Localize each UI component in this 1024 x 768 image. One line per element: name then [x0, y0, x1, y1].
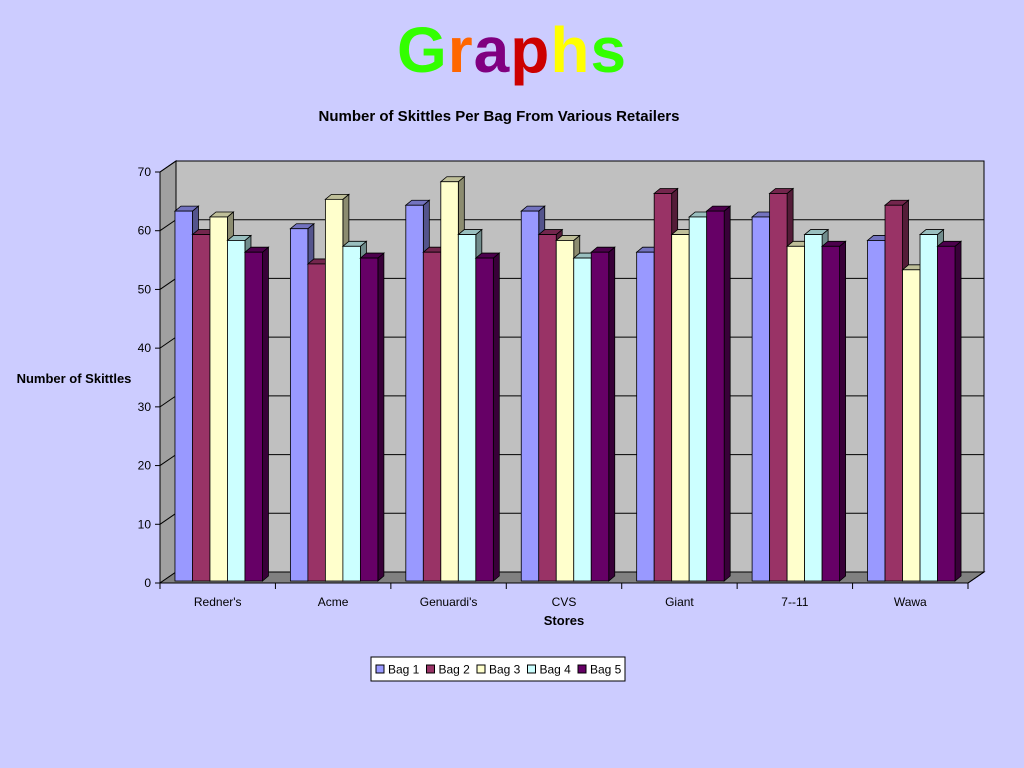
legend-label: Bag 5 — [590, 663, 622, 677]
bar — [902, 269, 921, 582]
bar — [192, 234, 211, 582]
bar — [937, 245, 956, 582]
legend-label: Bag 4 — [540, 663, 572, 677]
bar — [475, 257, 494, 582]
bar — [324, 198, 344, 582]
legend-swatch — [426, 664, 435, 674]
x-tick-label: Redner's — [194, 595, 242, 609]
legend-label: Bag 2 — [439, 663, 471, 677]
bar — [821, 245, 841, 582]
x-axis-title: Stores — [544, 613, 584, 628]
title-letter: r — [447, 14, 474, 86]
bar — [289, 228, 309, 582]
title-letter: a — [473, 14, 511, 86]
chart-side-wall — [159, 160, 177, 584]
bar — [440, 181, 459, 582]
x-tick-label: Giant — [665, 595, 694, 609]
bar — [209, 216, 228, 582]
bar — [307, 263, 326, 582]
bar — [804, 234, 823, 582]
bar-side — [839, 240, 847, 582]
bar — [706, 210, 725, 582]
slide-title: Graphs — [0, 12, 1024, 88]
bar — [555, 240, 575, 582]
y-tick-label: 0 — [144, 576, 151, 590]
title-letter: h — [550, 14, 591, 86]
gridline — [159, 160, 984, 173]
bar — [174, 210, 193, 582]
title-letter: p — [510, 14, 551, 86]
y-tick-label: 70 — [138, 165, 152, 179]
bar — [457, 234, 477, 582]
y-tick-label: 30 — [138, 400, 152, 414]
y-tick-label: 60 — [138, 224, 152, 238]
bar — [405, 204, 424, 582]
bar — [342, 245, 361, 582]
bar — [671, 234, 690, 582]
bar — [688, 216, 708, 582]
bar — [359, 257, 379, 582]
floor-edge — [967, 571, 985, 584]
bar — [867, 240, 886, 582]
x-tick-label: Wawa — [894, 595, 927, 609]
x-tick-label: Acme — [318, 595, 349, 609]
legend-swatch — [375, 664, 385, 674]
bar-side — [377, 252, 385, 582]
bar — [653, 193, 673, 582]
bar — [573, 257, 592, 582]
bar — [751, 216, 771, 582]
bar — [884, 204, 903, 582]
y-tick-label: 10 — [138, 517, 152, 531]
bar-side — [723, 205, 731, 582]
bar — [538, 234, 557, 582]
bar — [786, 245, 806, 582]
bar — [244, 251, 263, 582]
title-letter: s — [590, 14, 628, 86]
bar-side — [954, 240, 962, 582]
bar-side — [608, 246, 616, 582]
y-tick-label: 20 — [138, 459, 152, 473]
legend-swatch — [577, 664, 587, 674]
x-tick-label: Genuardi's — [420, 595, 478, 609]
legend-swatch — [527, 664, 536, 674]
legend-swatch — [476, 664, 486, 674]
bar — [422, 251, 442, 582]
legend-label: Bag 1 — [388, 663, 420, 677]
y-tick-label: 50 — [138, 282, 152, 296]
bar — [520, 210, 540, 582]
title-letter: G — [396, 14, 448, 86]
bar — [636, 251, 655, 582]
legend-label: Bag 3 — [489, 663, 521, 677]
y-tick-label: 40 — [138, 341, 152, 355]
bar — [919, 234, 938, 582]
x-tick-label: CVS — [552, 595, 577, 609]
bar-side — [492, 252, 500, 582]
chart-title: Number of Skittles Per Bag From Various … — [319, 108, 680, 125]
y-axis-title: Number of Skittles — [17, 371, 132, 386]
x-tick-label: 7--11 — [781, 595, 808, 609]
bar — [590, 251, 610, 582]
bar — [769, 193, 788, 582]
bar — [227, 240, 246, 582]
bar-side — [262, 246, 269, 582]
